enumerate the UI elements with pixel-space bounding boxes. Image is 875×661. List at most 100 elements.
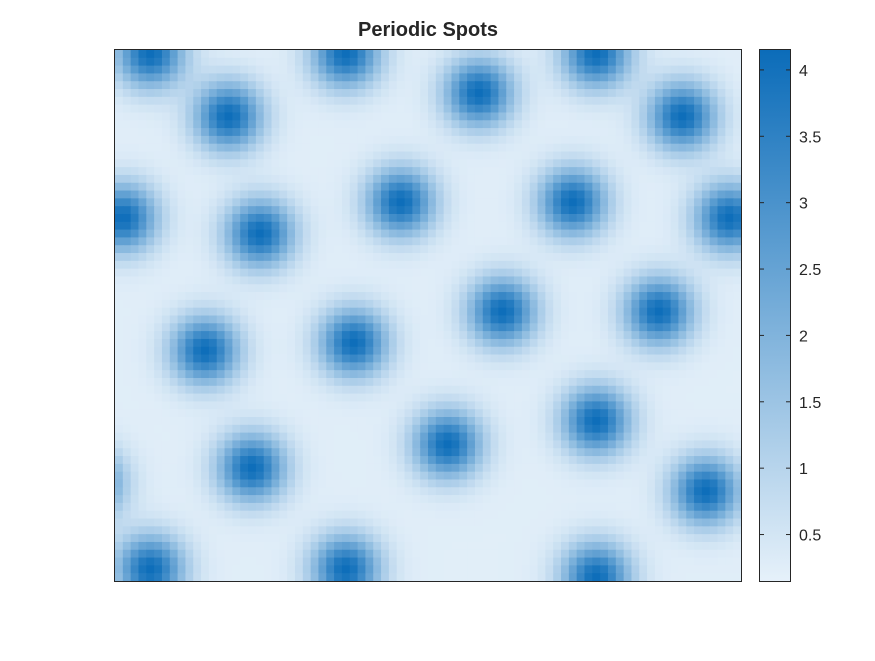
heatmap-cell [639,213,648,223]
heatmap-cell [709,417,719,426]
heatmap-cell [733,104,742,114]
heatmap-cell [138,362,147,371]
heatmap-cell [670,518,680,527]
heatmap-cell [396,229,406,239]
heatmap-cell [185,104,194,114]
heatmap-cell [216,65,226,75]
heatmap-cell [248,237,257,246]
heatmap-cell [709,346,719,356]
heatmap-cell [412,128,421,137]
heatmap-cell [130,104,140,114]
heatmap-cell [185,167,194,176]
heatmap-cell [287,331,296,340]
heatmap-cell [216,112,226,121]
heatmap-cell [208,190,218,199]
heatmap-cell [287,268,296,278]
heatmap-cell [467,81,476,90]
heatmap-cell [381,276,390,285]
heatmap-cell [248,377,257,387]
heatmap-cell [529,354,539,363]
heatmap-cell [341,198,351,207]
heatmap-cell [373,65,382,75]
heatmap-cell [545,471,554,481]
heatmap-cell [255,292,265,301]
heatmap-cell [576,448,586,457]
heatmap-cell [326,50,335,59]
heatmap-cell [451,221,460,231]
heatmap-cell [388,448,398,457]
heatmap-cell [381,440,390,449]
heatmap-cell [576,253,586,262]
heatmap-cell [357,268,367,278]
heatmap-cell [701,73,711,82]
heatmap-cell [287,401,296,410]
heatmap-cell [529,167,539,176]
heatmap-cell [177,487,187,496]
heatmap-cell [623,198,633,207]
heatmap-cell [553,456,562,465]
heatmap-cell [639,151,648,160]
heatmap-cell [623,518,633,527]
heatmap-cell [310,479,320,488]
heatmap-cell [279,245,288,254]
heatmap-cell [224,268,233,278]
heatmap-cell [349,307,359,317]
heatmap-cell [506,81,515,90]
heatmap-cell [701,50,711,59]
heatmap-cell [310,299,320,309]
heatmap-cell [631,338,640,348]
heatmap-cell [396,440,406,449]
heatmap-cell [623,510,633,520]
heatmap-cell [435,417,445,426]
heatmap-cell [373,456,382,465]
heatmap-cell [600,323,609,332]
heatmap-cell [482,50,492,59]
heatmap-cell [310,112,320,121]
heatmap-cell [373,292,382,301]
heatmap-cell [404,299,413,309]
heatmap-cell [631,377,640,387]
heatmap-cell [294,502,304,512]
heatmap-cell [717,463,726,473]
heatmap-cell [443,143,453,153]
heatmap-cell [521,73,531,82]
heatmap-cell [451,518,460,527]
heatmap-cell [529,299,539,309]
heatmap-cell [208,370,218,379]
heatmap-cell [545,143,554,153]
heatmap-cell [201,190,210,199]
heatmap-cell [733,112,742,121]
heatmap-cell [537,89,546,98]
heatmap-cell [568,221,578,231]
heatmap-cell [341,237,351,246]
heatmap-cell [694,167,703,176]
heatmap-cell [459,89,468,98]
heatmap-cell [568,159,578,168]
heatmap-cell [185,120,194,129]
heatmap-cell [412,81,421,90]
heatmap-cell [600,50,609,59]
heatmap-cell [122,284,132,293]
heatmap-cell [248,354,257,363]
heatmap-cell [248,120,257,129]
heatmap-cell [733,377,742,387]
heatmap-cell [154,159,163,168]
heatmap-cell [185,245,194,254]
heatmap-cell [287,128,296,137]
heatmap-cell [341,190,351,199]
heatmap-cell [654,346,664,356]
heatmap-cell [521,409,531,418]
heatmap-cell [154,182,163,192]
heatmap-cell [561,96,570,106]
heatmap-cell [561,409,570,418]
heatmap-cell [537,151,546,160]
heatmap-cell [678,432,687,442]
heatmap-cell [631,73,640,82]
heatmap-cell [122,268,132,278]
heatmap-cell [146,315,155,324]
heatmap-cell [193,213,202,223]
heatmap-cell [607,128,617,137]
heatmap-cell [193,377,202,387]
heatmap-cell [678,253,687,262]
heatmap-cell [521,424,531,434]
